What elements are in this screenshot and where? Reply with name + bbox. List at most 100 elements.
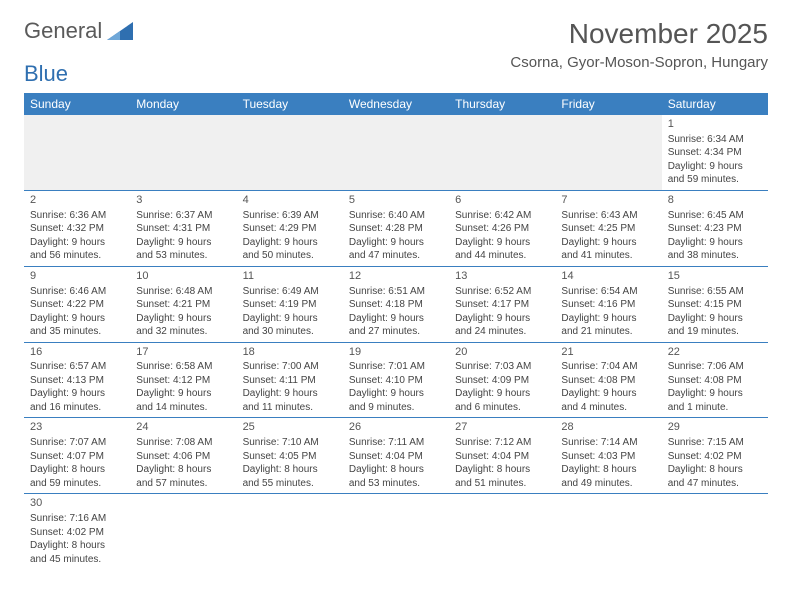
- sunset-text: Sunset: 4:02 PM: [30, 526, 124, 540]
- sunset-text: Sunset: 4:05 PM: [243, 450, 337, 464]
- day-number: 23: [30, 420, 124, 435]
- daylight1-text: Daylight: 8 hours: [243, 463, 337, 477]
- daylight2-text: and 51 minutes.: [455, 477, 549, 491]
- sunrise-text: Sunrise: 7:08 AM: [136, 436, 230, 450]
- title-block: November 2025 Csorna, Gyor-Moson-Sopron,…: [510, 18, 768, 71]
- sunset-text: Sunset: 4:03 PM: [561, 450, 655, 464]
- daylight1-text: Daylight: 9 hours: [349, 312, 443, 326]
- calendar-cell: 24Sunrise: 7:08 AMSunset: 4:06 PMDayligh…: [130, 418, 236, 494]
- sunset-text: Sunset: 4:04 PM: [455, 450, 549, 464]
- daylight2-text: and 19 minutes.: [668, 325, 762, 339]
- daylight1-text: Daylight: 9 hours: [243, 387, 337, 401]
- daylight2-text: and 47 minutes.: [668, 477, 762, 491]
- sunrise-text: Sunrise: 6:51 AM: [349, 285, 443, 299]
- daylight2-text: and 4 minutes.: [561, 401, 655, 415]
- daylight1-text: Daylight: 8 hours: [136, 463, 230, 477]
- sunset-text: Sunset: 4:19 PM: [243, 298, 337, 312]
- sunrise-text: Sunrise: 7:12 AM: [455, 436, 549, 450]
- sunrise-text: Sunrise: 7:11 AM: [349, 436, 443, 450]
- daylight2-text: and 21 minutes.: [561, 325, 655, 339]
- day-number: 24: [136, 420, 230, 435]
- day-number: 16: [30, 345, 124, 360]
- calendar-row: 2Sunrise: 6:36 AMSunset: 4:32 PMDaylight…: [24, 190, 768, 266]
- sunset-text: Sunset: 4:10 PM: [349, 374, 443, 388]
- sunset-text: Sunset: 4:22 PM: [30, 298, 124, 312]
- daylight1-text: Daylight: 8 hours: [668, 463, 762, 477]
- calendar-cell: 10Sunrise: 6:48 AMSunset: 4:21 PMDayligh…: [130, 266, 236, 342]
- daylight2-text: and 41 minutes.: [561, 249, 655, 263]
- daylight1-text: Daylight: 9 hours: [668, 312, 762, 326]
- calendar-cell: 15Sunrise: 6:55 AMSunset: 4:15 PMDayligh…: [662, 266, 768, 342]
- daylight1-text: Daylight: 9 hours: [455, 387, 549, 401]
- day-header-row: Sunday Monday Tuesday Wednesday Thursday…: [24, 93, 768, 115]
- sunset-text: Sunset: 4:08 PM: [668, 374, 762, 388]
- sunrise-text: Sunrise: 6:49 AM: [243, 285, 337, 299]
- daylight2-text: and 47 minutes.: [349, 249, 443, 263]
- sunset-text: Sunset: 4:11 PM: [243, 374, 337, 388]
- sunrise-text: Sunrise: 7:00 AM: [243, 360, 337, 374]
- day-number: 29: [668, 420, 762, 435]
- day-number: 1: [668, 117, 762, 132]
- page-title: November 2025: [510, 18, 768, 50]
- sunset-text: Sunset: 4:12 PM: [136, 374, 230, 388]
- daylight2-text: and 32 minutes.: [136, 325, 230, 339]
- daylight2-text: and 14 minutes.: [136, 401, 230, 415]
- daylight1-text: Daylight: 8 hours: [349, 463, 443, 477]
- daylight1-text: Daylight: 9 hours: [243, 236, 337, 250]
- day-number: 15: [668, 269, 762, 284]
- sunset-text: Sunset: 4:18 PM: [349, 298, 443, 312]
- calendar-row: 1Sunrise: 6:34 AMSunset: 4:34 PMDaylight…: [24, 115, 768, 190]
- daylight2-text: and 49 minutes.: [561, 477, 655, 491]
- calendar-cell: 7Sunrise: 6:43 AMSunset: 4:25 PMDaylight…: [555, 190, 661, 266]
- daylight1-text: Daylight: 8 hours: [30, 463, 124, 477]
- page: General November 2025 Csorna, Gyor-Moson…: [0, 0, 792, 587]
- daylight1-text: Daylight: 8 hours: [561, 463, 655, 477]
- calendar-cell: 8Sunrise: 6:45 AMSunset: 4:23 PMDaylight…: [662, 190, 768, 266]
- sunrise-text: Sunrise: 6:54 AM: [561, 285, 655, 299]
- daylight1-text: Daylight: 9 hours: [561, 236, 655, 250]
- day-header: Monday: [130, 93, 236, 115]
- calendar-cell-empty: [555, 115, 661, 190]
- sunrise-text: Sunrise: 6:57 AM: [30, 360, 124, 374]
- day-header: Sunday: [24, 93, 130, 115]
- sunrise-text: Sunrise: 6:40 AM: [349, 209, 443, 223]
- location: Csorna, Gyor-Moson-Sopron, Hungary: [510, 54, 768, 71]
- daylight1-text: Daylight: 9 hours: [455, 236, 549, 250]
- sunset-text: Sunset: 4:29 PM: [243, 222, 337, 236]
- calendar-cell: 11Sunrise: 6:49 AMSunset: 4:19 PMDayligh…: [237, 266, 343, 342]
- daylight2-text: and 9 minutes.: [349, 401, 443, 415]
- day-header: Wednesday: [343, 93, 449, 115]
- daylight2-text: and 59 minutes.: [30, 477, 124, 491]
- calendar-cell: 17Sunrise: 6:58 AMSunset: 4:12 PMDayligh…: [130, 342, 236, 418]
- daylight2-text: and 57 minutes.: [136, 477, 230, 491]
- daylight1-text: Daylight: 9 hours: [668, 236, 762, 250]
- sunrise-text: Sunrise: 7:15 AM: [668, 436, 762, 450]
- calendar-cell: 13Sunrise: 6:52 AMSunset: 4:17 PMDayligh…: [449, 266, 555, 342]
- day-header: Saturday: [662, 93, 768, 115]
- day-number: 19: [349, 345, 443, 360]
- calendar-cell-empty: [449, 115, 555, 190]
- day-number: 9: [30, 269, 124, 284]
- day-number: 18: [243, 345, 337, 360]
- calendar-cell: 2Sunrise: 6:36 AMSunset: 4:32 PMDaylight…: [24, 190, 130, 266]
- daylight2-text: and 50 minutes.: [243, 249, 337, 263]
- sunset-text: Sunset: 4:09 PM: [455, 374, 549, 388]
- sunrise-text: Sunrise: 7:14 AM: [561, 436, 655, 450]
- day-number: 25: [243, 420, 337, 435]
- sunrise-text: Sunrise: 6:36 AM: [30, 209, 124, 223]
- sunset-text: Sunset: 4:16 PM: [561, 298, 655, 312]
- sunset-text: Sunset: 4:02 PM: [668, 450, 762, 464]
- day-number: 4: [243, 193, 337, 208]
- day-number: 5: [349, 193, 443, 208]
- sunset-text: Sunset: 4:21 PM: [136, 298, 230, 312]
- sunrise-text: Sunrise: 6:46 AM: [30, 285, 124, 299]
- day-number: 7: [561, 193, 655, 208]
- sunrise-text: Sunrise: 6:42 AM: [455, 209, 549, 223]
- sunset-text: Sunset: 4:23 PM: [668, 222, 762, 236]
- day-number: 17: [136, 345, 230, 360]
- day-number: 8: [668, 193, 762, 208]
- day-number: 26: [349, 420, 443, 435]
- daylight2-text: and 44 minutes.: [455, 249, 549, 263]
- calendar-cell-empty: [343, 115, 449, 190]
- calendar-row: 16Sunrise: 6:57 AMSunset: 4:13 PMDayligh…: [24, 342, 768, 418]
